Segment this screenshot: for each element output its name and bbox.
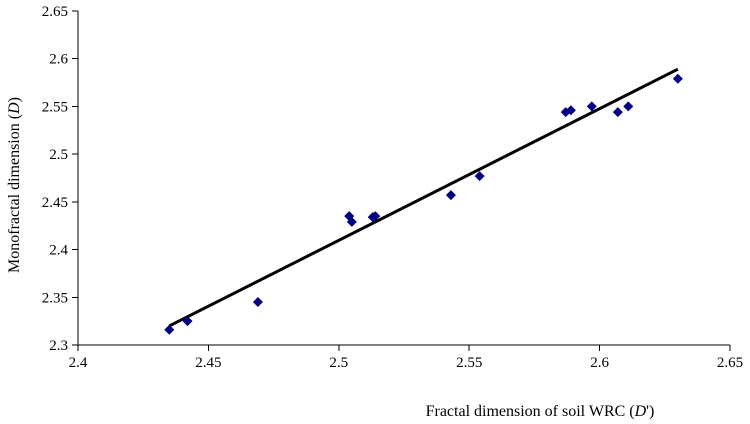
trendline xyxy=(168,67,679,328)
trendline-group xyxy=(168,67,679,328)
tick-labels: 2.3 2.35 2.4 2.45 2.5 2.55 2.6 2.65 2.4 2.45 2.5 2.… xyxy=(42,4,743,371)
y-axis-title: Monofractal dimension (D) xyxy=(6,97,23,273)
y-tick-label: 2.5 xyxy=(49,147,68,163)
y-tick-label: 2.35 xyxy=(42,290,68,306)
data-points xyxy=(164,73,683,335)
x-axis-title: Fractal dimension of soil WRC (D') xyxy=(426,403,655,420)
y-tick-label: 2.65 xyxy=(42,4,68,20)
data-point xyxy=(474,171,485,182)
data-point xyxy=(612,107,623,118)
data-point xyxy=(623,101,634,112)
data-point xyxy=(672,73,683,84)
y-tick-label: 2.3 xyxy=(49,338,68,354)
x-tick-label: 2.4 xyxy=(69,355,88,371)
data-point xyxy=(182,316,193,327)
data-point xyxy=(164,324,175,335)
data-point xyxy=(445,190,456,201)
x-tick-label: 2.5 xyxy=(329,355,348,371)
y-tick-label: 2.6 xyxy=(49,52,68,68)
data-point xyxy=(252,297,263,308)
x-tick-label: 2.55 xyxy=(456,355,482,371)
axes xyxy=(72,10,731,351)
data-point xyxy=(565,105,576,116)
x-tick-label: 2.6 xyxy=(590,355,609,371)
data-point xyxy=(346,216,357,227)
y-tick-label: 2.55 xyxy=(42,99,68,115)
x-tick-label: 2.45 xyxy=(195,355,221,371)
y-tick-label: 2.45 xyxy=(42,195,68,211)
data-point xyxy=(586,101,597,112)
data-point xyxy=(370,211,381,222)
y-tick-label: 2.4 xyxy=(49,243,68,259)
x-tick-label: 2.65 xyxy=(717,355,743,371)
